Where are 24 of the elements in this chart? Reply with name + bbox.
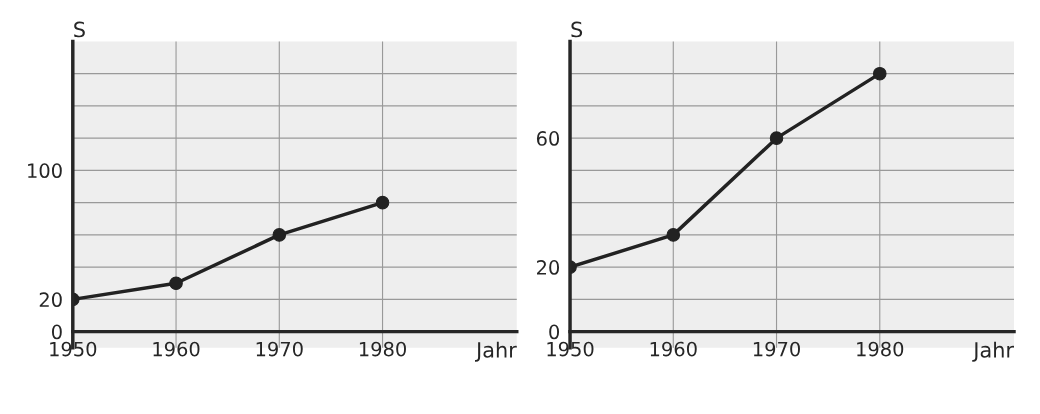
- x-axis-title: Jahr: [972, 341, 1014, 362]
- y-axis-title: S: [74, 21, 85, 38]
- y-tick-label: 20: [537, 260, 560, 275]
- x-axis-title: Jahr: [475, 341, 517, 362]
- x-tick-label: 1950: [547, 341, 594, 357]
- y-tick-label: 0: [51, 324, 62, 340]
- x-tick-label: 1950: [50, 341, 97, 357]
- point: [666, 228, 681, 242]
- y-axis-title: S: [571, 21, 583, 38]
- point: [169, 276, 183, 291]
- point: [375, 195, 390, 210]
- y-tick-label: 0: [549, 324, 560, 340]
- x-tick-label: 1970: [256, 341, 303, 357]
- x-tick-label: 1960: [650, 341, 697, 357]
- x-tick-label: 1970: [753, 341, 800, 357]
- point: [272, 228, 287, 242]
- y-tick-label: 60: [536, 131, 560, 146]
- x-tick-label: 1980: [359, 341, 406, 357]
- x-tick-label: 1960: [153, 341, 200, 357]
- x-tick-label: 1980: [857, 341, 904, 357]
- point: [873, 66, 887, 81]
- y-tick-label: 20: [39, 292, 62, 308]
- point: [769, 131, 784, 145]
- y-tick-label: 100: [28, 163, 62, 179]
